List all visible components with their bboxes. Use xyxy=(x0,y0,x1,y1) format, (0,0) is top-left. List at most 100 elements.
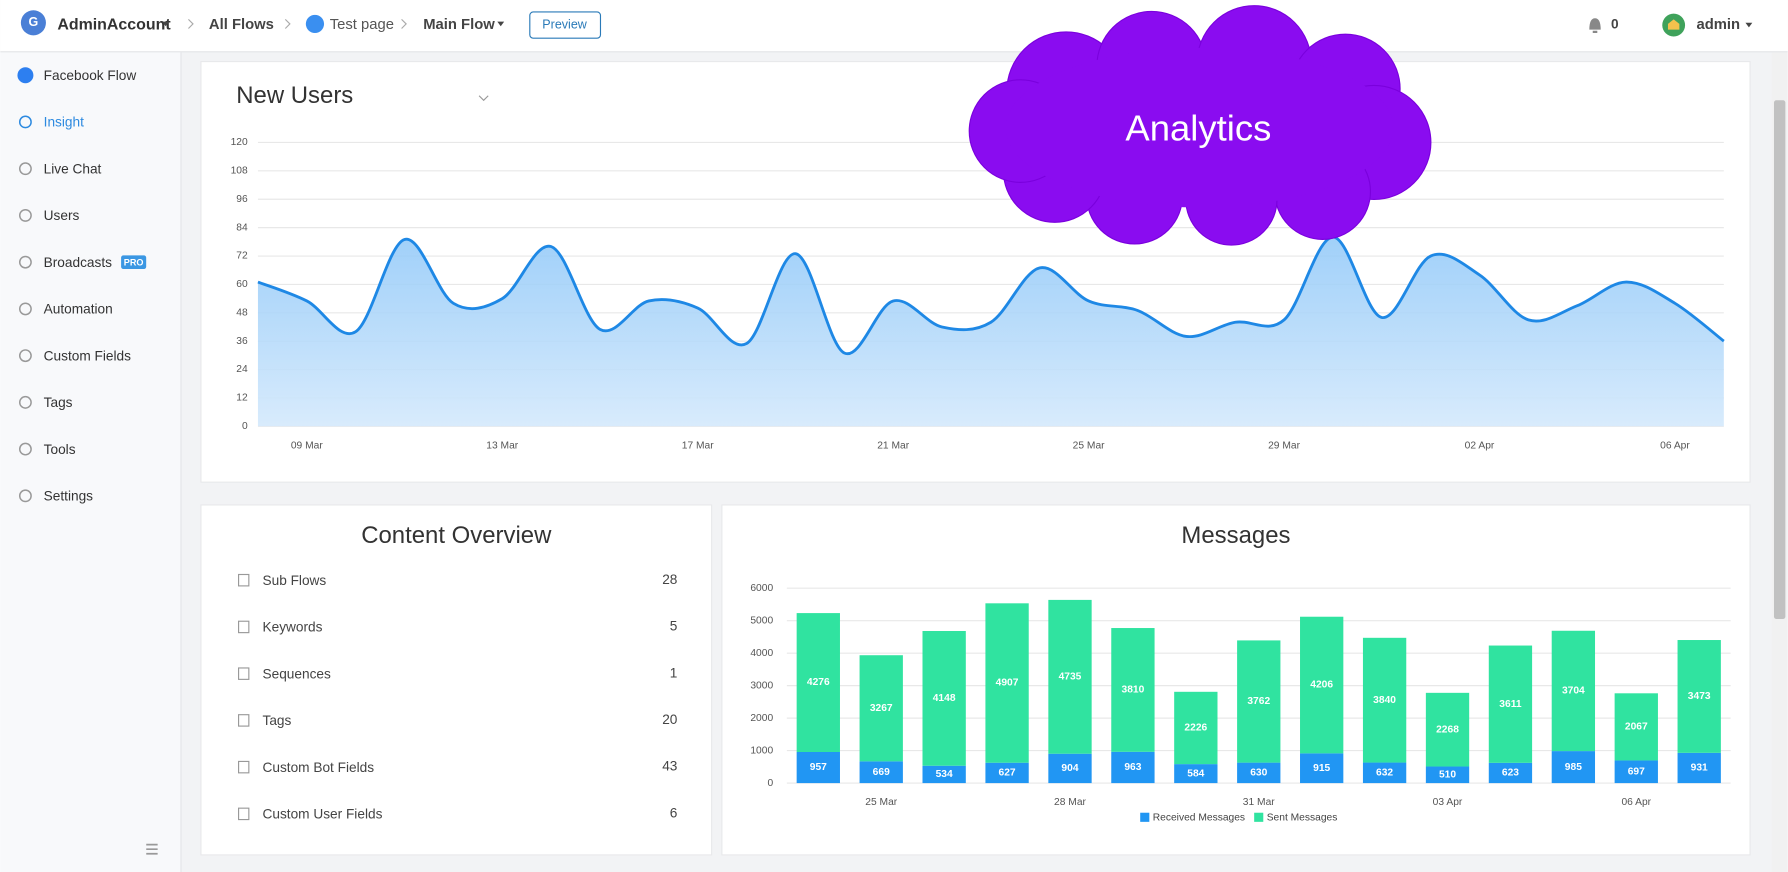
x-tick-label: 25 Mar xyxy=(865,797,897,808)
nav-item[interactable]: Facebook Flow xyxy=(44,68,137,83)
nav-item[interactable]: Users xyxy=(44,208,80,223)
data-label: 4276 xyxy=(807,677,830,688)
bar-segment xyxy=(922,630,966,766)
data-label: 4148 xyxy=(933,693,956,704)
nav-icon xyxy=(18,395,32,409)
y-tick-label: 72 xyxy=(236,251,248,262)
nav-item[interactable]: Broadcasts xyxy=(44,255,112,270)
top-bar xyxy=(0,0,1788,52)
bar-segment xyxy=(1677,640,1721,753)
nav-icon xyxy=(18,162,32,176)
badge-label: PRO xyxy=(124,258,144,268)
chart-title: Messages xyxy=(1181,522,1290,549)
data-label: 623 xyxy=(1502,768,1519,779)
data-label: 963 xyxy=(1124,762,1141,773)
data-label: 3611 xyxy=(1499,699,1522,710)
bar-segment xyxy=(1425,766,1470,784)
data-label: 931 xyxy=(1691,763,1708,774)
row-value: 28 xyxy=(662,572,677,587)
row-icon xyxy=(238,620,250,634)
notification-count: 0 xyxy=(1611,17,1619,32)
row-label: Tags xyxy=(263,713,292,728)
breadcrumb[interactable]: Test page xyxy=(330,17,394,33)
card-title: Content Overview xyxy=(361,522,552,549)
x-tick-label: 06 Apr xyxy=(1660,440,1690,451)
bar-segment xyxy=(1614,693,1658,761)
bar-segment xyxy=(1111,751,1155,784)
bar-segment xyxy=(796,752,840,784)
nav-item[interactable]: Insight xyxy=(44,115,84,130)
logo[interactable] xyxy=(20,10,46,36)
caret xyxy=(497,21,505,27)
data-label: 957 xyxy=(810,762,827,773)
data-label: 904 xyxy=(1061,763,1078,774)
y-tick-label: 1000 xyxy=(750,745,773,756)
x-tick-label: 21 Mar xyxy=(877,440,909,451)
user-name[interactable]: admin xyxy=(1696,17,1740,33)
data-label: 3762 xyxy=(1247,696,1270,707)
badge xyxy=(121,255,147,270)
bar-segment xyxy=(1614,760,1658,784)
data-label: 534 xyxy=(936,769,953,780)
scroll-thumb[interactable] xyxy=(1773,100,1786,619)
y-tick-label: 84 xyxy=(236,222,248,233)
nav-item[interactable]: Automation xyxy=(44,302,113,317)
data-label: 697 xyxy=(1628,766,1645,777)
messenger-icon xyxy=(305,14,325,34)
y-tick-label: 0 xyxy=(767,778,773,789)
nav-item[interactable]: Tools xyxy=(44,442,76,457)
breadcrumb[interactable]: All Flows xyxy=(209,17,274,33)
row-label: Custom User Fields xyxy=(263,807,383,822)
row-value: 43 xyxy=(662,759,677,774)
bar-segment xyxy=(1488,645,1533,763)
logo-mark: G xyxy=(29,15,39,29)
preview-button[interactable] xyxy=(529,11,602,39)
x-tick-label: 28 Mar xyxy=(1054,797,1086,808)
row-label: Sequences xyxy=(263,666,332,681)
x-tick-label: 06 Apr xyxy=(1621,797,1651,808)
dropdown-icon[interactable] xyxy=(478,95,489,102)
row-value: 6 xyxy=(670,805,678,820)
data-label: 632 xyxy=(1376,768,1393,779)
y-tick-label: 3000 xyxy=(750,680,773,691)
chevron xyxy=(284,18,291,29)
bar-segment xyxy=(1237,640,1281,763)
y-tick-label: 108 xyxy=(231,166,248,177)
x-tick-label: 02 Apr xyxy=(1465,440,1495,451)
x-tick-label: 31 Mar xyxy=(1243,797,1275,808)
legend-swatch[interactable] xyxy=(1140,812,1150,822)
data-label: 4206 xyxy=(1310,680,1333,691)
nav-item[interactable]: Settings xyxy=(44,489,94,504)
chevron xyxy=(401,18,407,29)
nav-item[interactable]: Custom Fields xyxy=(44,348,131,363)
bell-icon[interactable] xyxy=(1589,18,1601,34)
data-label: 3704 xyxy=(1562,686,1585,697)
legend-swatch[interactable] xyxy=(1254,812,1264,822)
x-tick-label: 17 Mar xyxy=(682,440,714,451)
bar-segment xyxy=(1551,751,1596,784)
row-icon xyxy=(238,714,250,727)
account-name[interactable]: AdminAccount xyxy=(57,16,171,33)
bar-segment xyxy=(1048,599,1092,754)
data-label: 985 xyxy=(1565,762,1582,773)
nav-item[interactable]: Tags xyxy=(44,395,73,410)
breadcrumb[interactable]: Main Flow xyxy=(423,17,495,33)
row-icon xyxy=(238,760,250,774)
y-tick-label: 96 xyxy=(236,194,248,205)
y-tick-label: 4000 xyxy=(750,648,773,659)
annotation: Analytics xyxy=(1125,108,1271,149)
data-label: 3810 xyxy=(1122,685,1145,696)
data-label: 915 xyxy=(1313,763,1330,774)
y-tick-label: 6000 xyxy=(750,583,773,594)
nav-icon xyxy=(18,349,32,363)
collapse-icon[interactable] xyxy=(146,843,158,855)
legend-label[interactable]: Received Messages xyxy=(1153,813,1245,824)
data-label: 4735 xyxy=(1059,672,1082,683)
data-label: 669 xyxy=(873,767,890,778)
nav-item[interactable]: Live Chat xyxy=(44,161,102,176)
cloud xyxy=(968,5,1432,246)
row-label: Sub Flows xyxy=(263,573,327,588)
legend-label[interactable]: Sent Messages xyxy=(1267,813,1338,824)
data-label: 584 xyxy=(1187,768,1204,779)
